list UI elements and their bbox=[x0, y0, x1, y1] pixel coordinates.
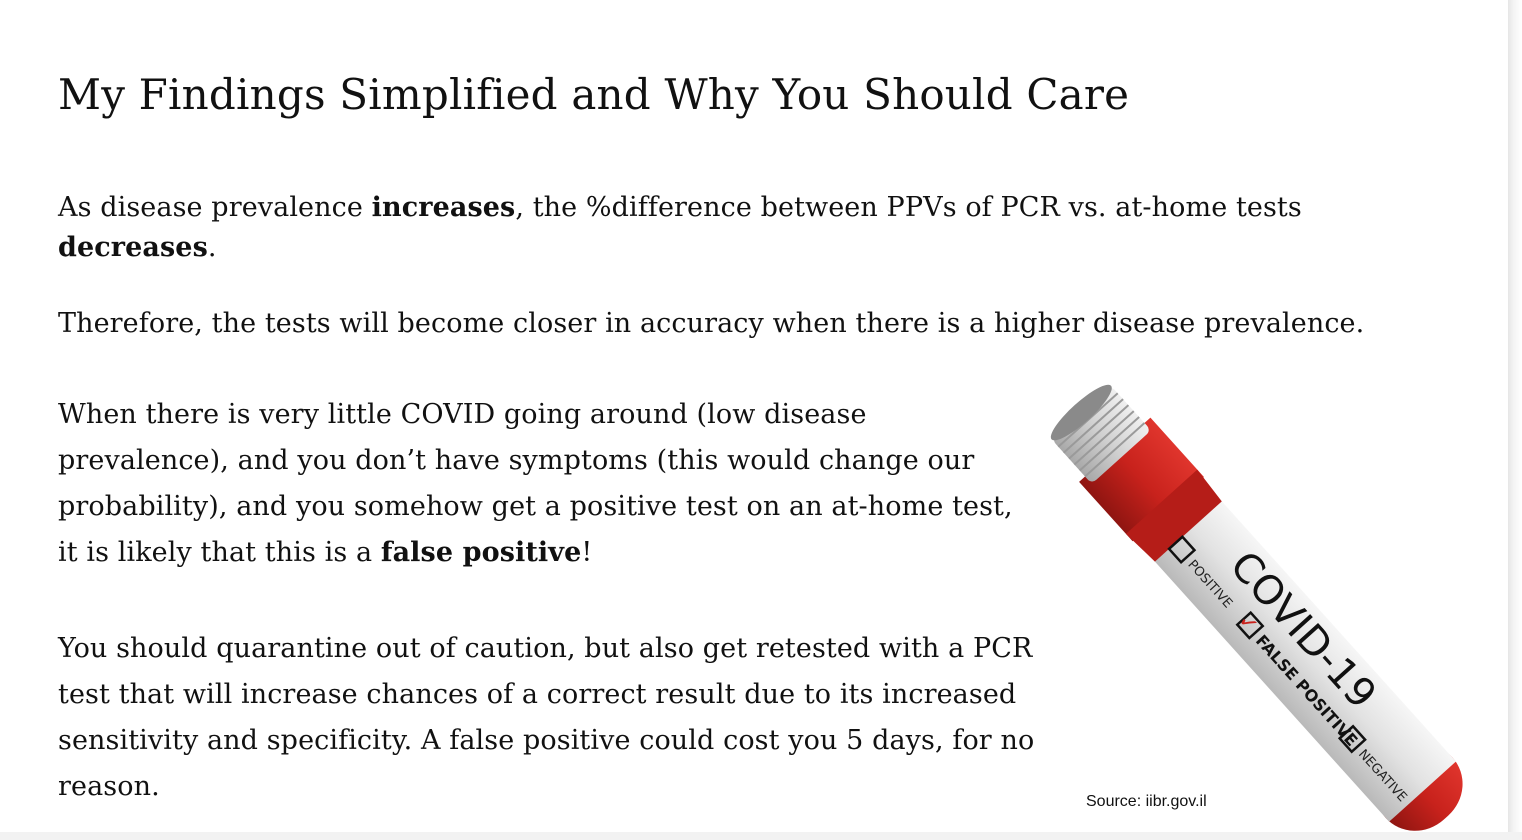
slide-right-edge bbox=[1508, 0, 1522, 840]
positive-checkbox-icon bbox=[1167, 535, 1197, 565]
emphasis-increases: increases bbox=[371, 192, 516, 223]
slide-title: My Findings Simplified and Why You Shoul… bbox=[58, 70, 1130, 119]
tube-cap-top bbox=[1050, 384, 1112, 441]
emphasis-decreases: decreases bbox=[58, 232, 208, 263]
slide-bottom-edge bbox=[0, 832, 1522, 840]
tube-cap bbox=[1054, 388, 1149, 482]
emphasis-false-positive: false positive bbox=[380, 537, 582, 568]
negative-checkbox-icon bbox=[1337, 724, 1367, 754]
retest-advice-paragraph: You should quarantine out of caution, bu… bbox=[58, 633, 1035, 802]
covid-test-tube-illustration: COVID-19 POSITIVE ✓ FALSE POSITIVE NEGAT… bbox=[1050, 384, 1463, 831]
false-positive-checkbox-icon bbox=[1235, 610, 1265, 640]
tube-neck bbox=[1079, 417, 1204, 542]
image-source-credit: Source: iibr.gov.il bbox=[1086, 793, 1207, 810]
prevalence-finding-paragraph: As disease prevalence increases, the %di… bbox=[58, 192, 1302, 263]
tube-body bbox=[1128, 471, 1457, 822]
accuracy-conclusion-paragraph: Therefore, the tests will become closer … bbox=[58, 308, 1365, 339]
low-prevalence-paragraph: When there is very little COVID going ar… bbox=[58, 399, 1013, 568]
